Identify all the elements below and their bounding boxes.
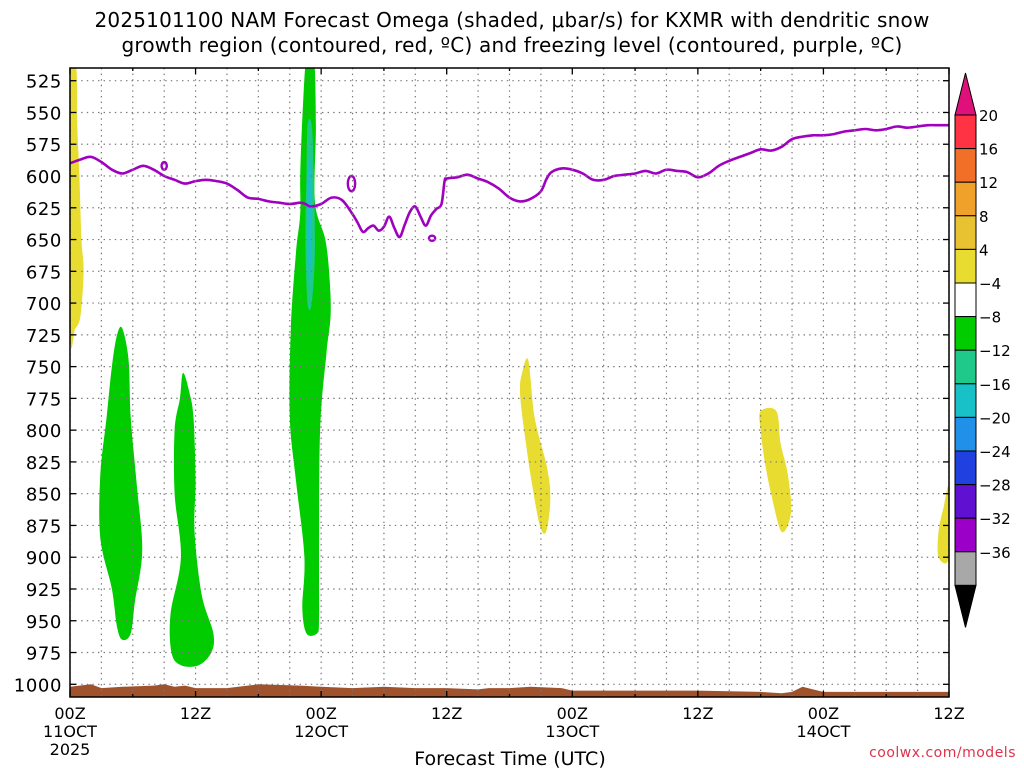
x-tick-label-84: 12Z bbox=[933, 704, 964, 723]
colorbar-label-3: 8 bbox=[979, 208, 989, 226]
y-tick-label-875: 875 bbox=[26, 516, 62, 537]
y-tick-label-975: 975 bbox=[26, 644, 62, 665]
x-axis-label: Forecast Time (UTC) bbox=[414, 748, 605, 768]
colorbar-label-2: 12 bbox=[979, 174, 998, 192]
colorbar-bin-7 bbox=[954, 349, 977, 385]
colorbar-label-0: 20 bbox=[979, 107, 998, 125]
colorbar-label-10: −24 bbox=[979, 443, 1011, 461]
y-tick-label-525: 525 bbox=[26, 72, 62, 93]
y-tick-label-900: 900 bbox=[26, 548, 62, 569]
colorbar-bin-6 bbox=[954, 316, 977, 351]
omega-region-1-0 bbox=[99, 326, 143, 641]
site-credit[interactable]: coolwx.com/models bbox=[869, 745, 1016, 761]
colorbar-bin-11 bbox=[954, 484, 977, 519]
freezing-level-loop-2 bbox=[427, 234, 437, 243]
y-tick-label-675: 675 bbox=[26, 262, 62, 283]
x-tick-label-48: 00Z bbox=[557, 704, 588, 723]
y-tick-label-800: 800 bbox=[26, 421, 62, 442]
colorbar-bin-3 bbox=[954, 215, 977, 250]
x-tick-label-60: 12Z bbox=[682, 704, 713, 723]
y-tick-label-700: 700 bbox=[26, 294, 62, 315]
colorbar-label-1: 16 bbox=[979, 141, 998, 159]
colorbar-label-11: −28 bbox=[979, 477, 1011, 495]
freezing-level-loop-1 bbox=[346, 174, 357, 193]
omega-region-0-2 bbox=[759, 407, 792, 533]
omega-region-3-0 bbox=[307, 155, 312, 291]
chart-title-line2: growth region (contoured, red, ºC) and f… bbox=[121, 33, 903, 57]
colorbar-label-8: −16 bbox=[979, 376, 1011, 394]
omega-region-0-1 bbox=[519, 358, 551, 534]
freezing-level-loop-0 bbox=[160, 160, 168, 171]
y-tick-label-575: 575 bbox=[26, 135, 62, 156]
y-tick-label-550: 550 bbox=[26, 103, 62, 124]
chart-title-line1: 2025101100 NAM Forecast Omega (shaded, μ… bbox=[94, 8, 930, 32]
colorbar-bin-2 bbox=[954, 181, 977, 217]
y-tick-label-625: 625 bbox=[26, 199, 62, 220]
colorbar: 20 16 12 8 4 −4 −8 −12 −16 −20 −24 −28 −32 −36 bbox=[954, 72, 1011, 628]
x-tick-date-72: 14OCT bbox=[796, 722, 850, 741]
y-tick-label-600: 600 bbox=[26, 167, 62, 188]
colorbar-label-7: −12 bbox=[979, 342, 1011, 360]
omega-region-1-1 bbox=[169, 372, 215, 667]
omega-region-0-3 bbox=[937, 485, 949, 564]
colorbar-bin-0 bbox=[954, 114, 977, 150]
x-tick-date-48: 13OCT bbox=[545, 722, 599, 741]
colorbar-bin-10 bbox=[954, 450, 977, 486]
colorbar-bin-1 bbox=[954, 148, 977, 183]
y-tick-label-825: 825 bbox=[26, 453, 62, 474]
y-tick-label-775: 775 bbox=[26, 389, 62, 410]
x-tick-label-0: 00Z bbox=[54, 704, 85, 723]
x-tick-date-0: 11OCT bbox=[43, 722, 97, 741]
colorbar-bin-9 bbox=[954, 416, 977, 452]
x-tick-label-12: 12Z bbox=[180, 704, 211, 723]
y-tick-label-1000: 1000 bbox=[14, 675, 62, 696]
y-tick-label-725: 725 bbox=[26, 326, 62, 347]
colorbar-label-12: −32 bbox=[979, 510, 1011, 528]
colorbar-bin-12 bbox=[954, 517, 977, 553]
x-tick-label-24: 00Z bbox=[305, 704, 336, 723]
y-tick-label-650: 650 bbox=[26, 231, 62, 252]
colorbar-bottom-arrow bbox=[954, 584, 977, 628]
colorbar-bin-4 bbox=[954, 248, 977, 284]
colorbar-top-arrow bbox=[954, 72, 977, 116]
colorbar-label-9: −20 bbox=[979, 409, 1011, 427]
y-tick-label-950: 950 bbox=[26, 612, 62, 633]
colorbar-bin-8 bbox=[954, 383, 977, 418]
colorbar-label-5: −4 bbox=[979, 275, 1001, 293]
colorbar-label-6: −8 bbox=[979, 309, 1001, 327]
x-tick-date-24: 12OCT bbox=[294, 722, 348, 741]
colorbar-bin-13 bbox=[954, 551, 977, 586]
colorbar-label-13: −36 bbox=[979, 544, 1011, 562]
x-tick-year-0: 2025 bbox=[50, 740, 91, 759]
x-tick-label-72: 00Z bbox=[808, 704, 839, 723]
y-tick-label-750: 750 bbox=[26, 358, 62, 379]
colorbar-label-4: 4 bbox=[979, 241, 989, 259]
y-axis: 525 550 575 600 625 650 675 700 725 750 775 800 825 8… bbox=[14, 72, 949, 696]
colorbar-bin-5 bbox=[954, 282, 977, 318]
y-tick-label-850: 850 bbox=[26, 485, 62, 506]
y-tick-label-925: 925 bbox=[26, 580, 62, 601]
x-tick-label-36: 12Z bbox=[431, 704, 462, 723]
freezing-level-line bbox=[70, 123, 949, 239]
